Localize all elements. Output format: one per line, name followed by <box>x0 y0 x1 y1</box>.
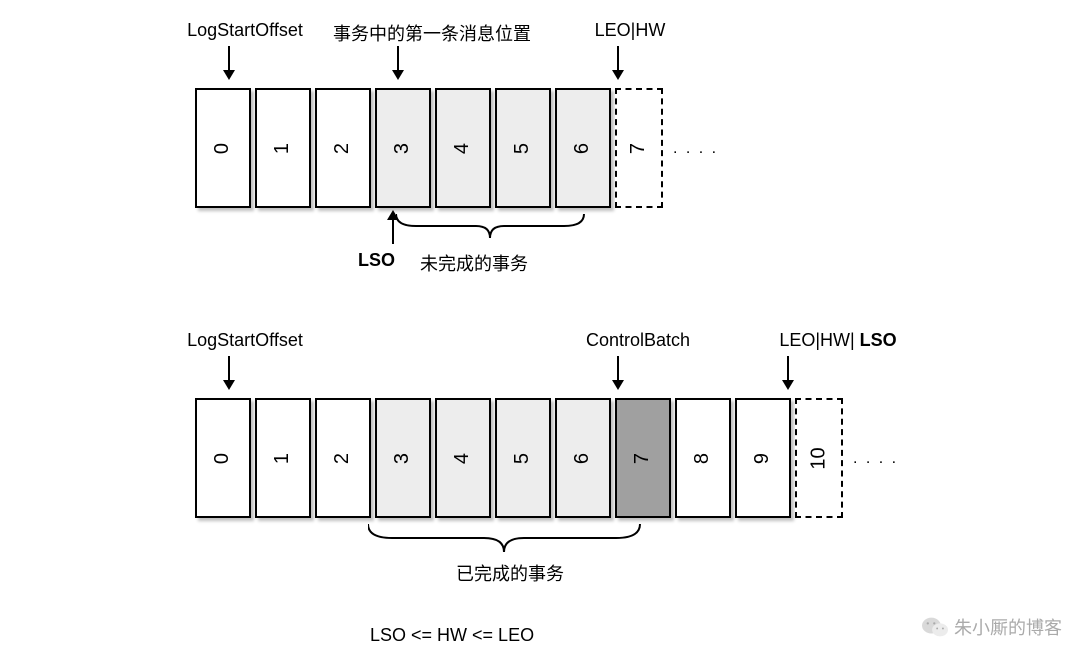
d2-label-lso-bold: LSO <box>860 330 897 350</box>
offset-cell: 4 <box>435 398 491 518</box>
arrow-down-icon <box>223 46 235 80</box>
watermark: 朱小厮的博客 <box>922 614 1062 640</box>
offset-cell-label: 1 <box>272 142 295 153</box>
arrow-down-icon <box>223 356 235 390</box>
watermark-text: 朱小厮的博客 <box>954 614 1062 640</box>
offset-cell-label: 9 <box>752 452 775 463</box>
footer-inequality: LSO <= HW <= LEO <box>370 625 534 646</box>
offset-cell-label: 6 <box>572 452 595 463</box>
d1-row: 0 1 2 3 4 5 6 7 <box>195 88 667 208</box>
offset-cell: 1 <box>255 398 311 518</box>
offset-cell: 3 <box>375 398 431 518</box>
offset-cell-label: 7 <box>632 452 655 463</box>
offset-cell: 6 <box>555 398 611 518</box>
d1-label-unfinished: 未完成的事务 <box>420 250 528 276</box>
d2-label-leohwlso: LEO|HW| LSO <box>748 330 928 351</box>
offset-cell: 5 <box>495 88 551 208</box>
offset-cell: 10 <box>795 398 843 518</box>
d2-row: 0 1 2 3 4 5 6 7 8 9 10 <box>195 398 847 518</box>
d2-label-controlbatch: ControlBatch <box>568 330 708 351</box>
d1-label-leohw: LEO|HW <box>570 20 690 41</box>
offset-cell-label: 3 <box>392 142 415 153</box>
offset-cell: 0 <box>195 398 251 518</box>
offset-cell: 6 <box>555 88 611 208</box>
offset-cell: 9 <box>735 398 791 518</box>
d1-label-logstart: LogStartOffset <box>170 20 320 41</box>
brace-icon <box>396 214 596 244</box>
arrow-down-icon <box>612 46 624 80</box>
offset-cell-label: 0 <box>212 142 235 153</box>
offset-cell-label: 8 <box>692 452 715 463</box>
d1-label-firstmsg: 事务中的第一条消息位置 <box>322 20 542 46</box>
offset-cell-label: 7 <box>628 142 651 153</box>
offset-cell-label: 5 <box>512 452 535 463</box>
offset-cell: 0 <box>195 88 251 208</box>
offset-cell: 5 <box>495 398 551 518</box>
arrow-down-icon <box>782 356 794 390</box>
offset-cell: 8 <box>675 398 731 518</box>
offset-cell-label: 0 <box>212 452 235 463</box>
d2-label-leohw-plain: LEO|HW| <box>779 330 859 350</box>
offset-cell-label: 4 <box>452 142 475 153</box>
d2-ellipsis: . . . . <box>853 450 898 468</box>
offset-cell-label: 6 <box>572 142 595 153</box>
offset-cell-label: 1 <box>272 452 295 463</box>
offset-cell: 3 <box>375 88 431 208</box>
offset-cell-label: 4 <box>452 452 475 463</box>
d2-label-logstart: LogStartOffset <box>170 330 320 351</box>
offset-cell: 4 <box>435 88 491 208</box>
arrow-down-icon <box>392 46 404 80</box>
wechat-icon <box>922 616 948 638</box>
offset-cell-label: 3 <box>392 452 415 463</box>
offset-cell: 2 <box>315 88 371 208</box>
d1-ellipsis: . . . . <box>673 140 718 158</box>
offset-cell: 1 <box>255 88 311 208</box>
offset-cell-label: 10 <box>808 447 831 469</box>
offset-cell-label: 2 <box>332 142 355 153</box>
d2-label-finished: 已完成的事务 <box>410 560 610 586</box>
offset-cell: 7 <box>615 398 671 518</box>
offset-cell: 2 <box>315 398 371 518</box>
offset-cell: 7 <box>615 88 663 208</box>
offset-cell-label: 5 <box>512 142 535 153</box>
brace-icon <box>368 524 648 558</box>
arrow-down-icon <box>612 356 624 390</box>
offset-cell-label: 2 <box>332 452 355 463</box>
d1-label-lso: LSO <box>358 250 395 271</box>
